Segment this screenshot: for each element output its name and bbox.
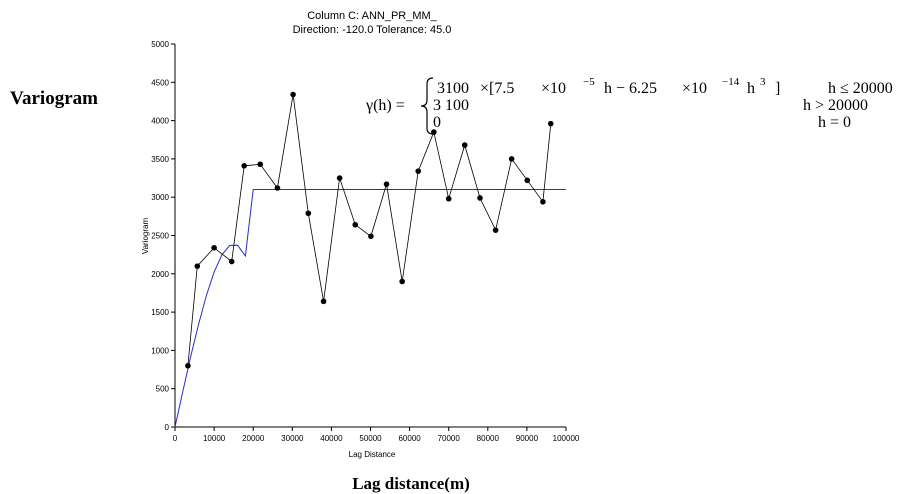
variogram-model-formula: γ(h) = 3100 ×[7.5 ×10 −5 h − 6.25 ×10 −1… <box>365 76 893 135</box>
x-tick-label: 70000 <box>438 434 461 443</box>
case1-h-minus: h − 6.25 <box>604 80 657 97</box>
x-axis-title: Lag Distance <box>349 450 396 459</box>
x-tick-label: 80000 <box>477 434 500 443</box>
chart-title: Column C: ANN_PR_MM_ <box>307 10 437 22</box>
case1-times3: ×10 <box>682 80 707 97</box>
x-ticks: 0 10000 20000 30000 40000 50000 60000 70000 8000… <box>173 427 580 443</box>
case3-condition: h = 0 <box>818 114 851 131</box>
data-point <box>383 181 390 187</box>
case1-h3: h <box>747 80 755 97</box>
y-axis-title: Variogram <box>141 218 150 255</box>
formula-lhs: γ(h) = <box>365 97 405 114</box>
data-point <box>524 177 531 184</box>
data-point <box>185 362 191 369</box>
data-point <box>320 298 327 305</box>
data-point <box>508 156 515 162</box>
case1-exp1: −5 <box>583 76 595 88</box>
y-tick-label: 2500 <box>151 232 169 241</box>
y-tick-label: 5000 <box>151 40 169 49</box>
x-tick-label: 40000 <box>320 434 343 443</box>
x-tick-label: 60000 <box>398 434 421 443</box>
model-curve <box>174 189 566 428</box>
y-ticks: 0 500 1000 1500 2000 2500 3000 3500 4000 4500 5000 <box>151 40 175 432</box>
plot-area <box>174 91 566 428</box>
chart-subtitle: Direction: -120.0 Tolerance: 45.0 <box>293 24 452 36</box>
left-label: Variogram <box>10 88 98 109</box>
data-point <box>492 227 499 233</box>
x-tick-label: 50000 <box>359 434 382 443</box>
case3-value: 0 <box>433 114 441 131</box>
x-tick-label: 100000 <box>553 434 580 443</box>
case1-times2: ×10 <box>541 80 566 97</box>
data-point <box>461 142 468 148</box>
data-point <box>290 91 296 98</box>
formula-brace <box>420 77 434 135</box>
data-point <box>547 120 554 127</box>
data-point <box>241 162 248 169</box>
data-point <box>257 161 264 168</box>
y-tick-label: 0 <box>165 423 170 432</box>
y-tick-label: 2000 <box>151 270 169 279</box>
y-tick-label: 4000 <box>151 117 169 126</box>
y-tick-label: 500 <box>156 385 170 394</box>
case2-condition: h > 20000 <box>803 97 868 114</box>
y-tick-label: 1500 <box>151 308 169 317</box>
data-point <box>415 168 422 174</box>
x-tick-label: 10000 <box>203 434 226 443</box>
data-point <box>274 185 281 191</box>
y-tick-label: 4500 <box>151 78 169 87</box>
x-tick-label: 0 <box>173 434 178 443</box>
case1-coef: 3100 <box>437 80 469 97</box>
data-point <box>194 263 201 269</box>
data-point <box>352 221 359 228</box>
y-tick-label: 3000 <box>151 193 169 202</box>
x-tick-label: 20000 <box>242 434 265 443</box>
data-point <box>445 195 452 202</box>
data-point <box>305 210 312 217</box>
case2-value: 3 100 <box>433 97 469 114</box>
bottom-label: Lag distance(m) <box>352 474 470 493</box>
x-tick-label: 30000 <box>281 434 304 443</box>
y-tick-label: 3500 <box>151 155 169 164</box>
y-tick-label: 1000 <box>151 346 169 355</box>
data-point <box>477 195 483 201</box>
data-point <box>540 198 546 205</box>
data-point <box>211 244 217 251</box>
case1-exp3: 3 <box>760 76 766 88</box>
data-point <box>336 175 343 181</box>
case1-times1: ×[7.5 <box>480 80 514 97</box>
data-point <box>399 278 405 285</box>
case1-condition: h ≤ 20000 <box>828 80 893 97</box>
x-tick-label: 90000 <box>516 434 539 443</box>
case1-exp2: −14 <box>722 76 740 88</box>
data-point <box>228 258 235 265</box>
data-point <box>368 233 374 240</box>
case1-close: ] <box>775 80 780 97</box>
